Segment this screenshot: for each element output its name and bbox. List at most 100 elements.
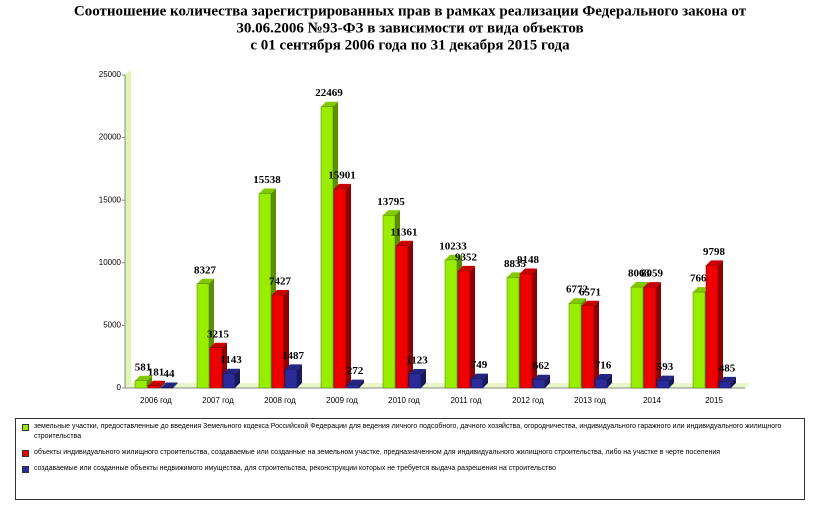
bar	[581, 305, 595, 389]
plot-wall	[125, 70, 131, 388]
chart-title: 30.06.2006 №93-ФЗ в зависимости от вида …	[236, 20, 583, 36]
value-label: 44	[164, 368, 176, 380]
x-tick-label: 2014	[643, 396, 661, 405]
bar-top	[135, 375, 152, 381]
bar	[333, 188, 347, 389]
bar	[209, 347, 223, 389]
bar	[196, 283, 210, 389]
bar-side	[532, 268, 537, 388]
bar-side	[669, 375, 674, 388]
value-label: 9148	[517, 254, 540, 266]
bar-top	[471, 373, 488, 379]
y-tick-label: 5000	[103, 321, 121, 330]
bar-top	[396, 240, 413, 246]
value-label: 3215	[207, 328, 230, 340]
value-label: 15901	[328, 169, 356, 181]
bar	[346, 384, 360, 389]
value-label: 716	[595, 360, 612, 372]
value-label: 8327	[194, 264, 217, 276]
bar-side	[656, 282, 661, 388]
bar-top	[321, 101, 338, 107]
value-label: 22469	[315, 87, 343, 99]
value-label: 1487	[282, 350, 305, 362]
bar	[444, 259, 458, 389]
bar-top	[706, 260, 723, 266]
y-tick-label: 25000	[99, 70, 122, 79]
bar	[395, 245, 409, 389]
bar-top	[644, 282, 661, 288]
chart: Соотношение количества зарегистрированны…	[74, 3, 750, 405]
x-tick-label: 2007 год	[202, 396, 234, 405]
bar-top	[347, 379, 364, 385]
legend-item: создаваемые или созданные объекты недвиж…	[22, 464, 798, 474]
bar	[320, 106, 334, 389]
bar-top	[657, 375, 674, 381]
bar	[284, 369, 298, 389]
bar-side	[346, 183, 351, 388]
value-label: 181	[148, 366, 165, 378]
bar-side	[284, 290, 289, 388]
value-label: 6571	[579, 286, 601, 298]
bar-side	[545, 374, 550, 388]
x-tick-label: 2011 год	[450, 396, 481, 405]
bar-top	[582, 300, 599, 306]
bar-top	[285, 364, 302, 370]
x-tick-label: 2009 год	[326, 396, 358, 405]
value-label: 1143	[220, 354, 242, 366]
bar-top	[223, 368, 240, 374]
value-label: 8063	[628, 268, 651, 280]
bar-top	[148, 380, 165, 386]
chart-title: Соотношение количества зарегистрированны…	[74, 3, 747, 19]
value-label: 7427	[269, 276, 292, 288]
x-tick-label: 2008 год	[264, 396, 296, 405]
bar-side	[470, 265, 475, 388]
x-tick-label: 2006 год	[140, 396, 172, 405]
bar-top	[445, 254, 462, 260]
bar-top	[161, 382, 178, 388]
bar	[594, 378, 608, 389]
legend-label: объекты индивидуального жилищного строит…	[34, 449, 721, 456]
y-tick-label: 0	[117, 383, 122, 392]
bar-side	[718, 260, 723, 388]
value-label: 581	[135, 361, 152, 373]
value-label: 593	[657, 361, 674, 373]
x-tick-label: 2015	[705, 396, 723, 405]
y-tick-label: 20000	[99, 133, 122, 142]
chart-title: с 01 сентября 2006 года по 31 декабря 20…	[250, 37, 570, 53]
x-tick-label: 2012 год	[512, 396, 544, 405]
bar	[271, 294, 285, 389]
legend-label: создаваемые или созданные объекты недвиж…	[34, 465, 556, 472]
bar-side	[173, 382, 178, 388]
value-label: 9352	[455, 251, 478, 263]
bar-side	[408, 240, 413, 388]
legend-label: земельные участки, предоставленные до вв…	[34, 423, 782, 440]
bar-side	[160, 380, 165, 388]
bar	[692, 291, 706, 389]
legend-item: земельные участки, предоставленные до вв…	[22, 422, 798, 442]
legend-item: объекты индивидуального жилищного строит…	[22, 448, 798, 458]
bar-top	[334, 183, 351, 189]
value-label: 15538	[253, 174, 281, 186]
bar	[457, 270, 471, 389]
bar-side	[235, 368, 240, 388]
legend-swatch	[22, 424, 29, 431]
bar	[532, 379, 546, 389]
bar-side	[147, 375, 152, 388]
value-label: 11361	[391, 226, 418, 238]
bar	[705, 265, 719, 389]
bar	[134, 380, 148, 389]
bar-top	[533, 374, 550, 380]
bar	[160, 387, 174, 389]
value-label: 662	[533, 360, 550, 372]
y-tick-label: 15000	[99, 195, 122, 204]
bar-top	[210, 342, 227, 348]
bar-top	[631, 282, 648, 288]
value-label: 1123	[406, 354, 428, 366]
legend-swatch	[22, 466, 29, 473]
bar	[147, 385, 161, 389]
bar-top	[197, 278, 214, 284]
value-label: 485	[719, 362, 736, 374]
bar	[630, 286, 644, 389]
legend: земельные участки, предоставленные до вв…	[15, 418, 805, 500]
